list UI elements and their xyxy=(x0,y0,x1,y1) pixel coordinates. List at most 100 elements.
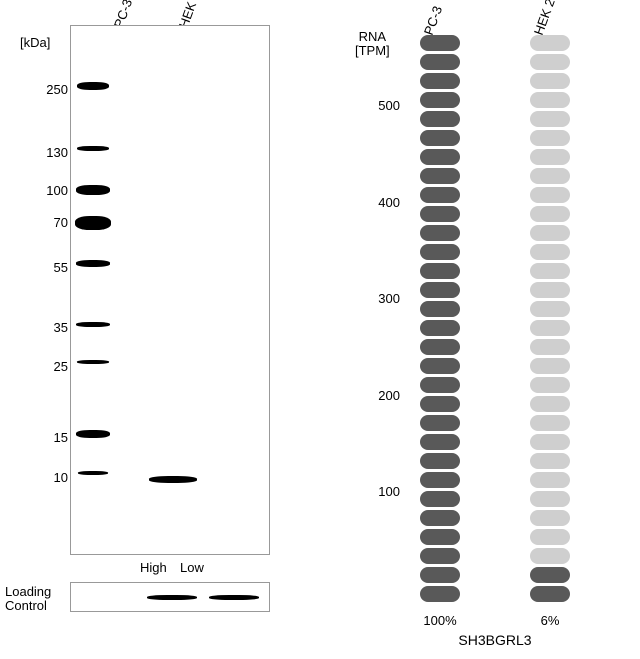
figure-container: [kDa] PC-3 HEK 293 250130100705535251510… xyxy=(0,0,640,659)
rna-segment xyxy=(530,586,570,602)
rna-segment xyxy=(530,567,570,583)
rna-segment xyxy=(530,339,570,355)
mw-marker-25: 25 xyxy=(28,359,68,374)
rna-segment xyxy=(530,491,570,507)
rna-segment xyxy=(420,263,460,279)
ladder-band xyxy=(77,360,109,364)
rna-segment xyxy=(420,396,460,412)
rna-segment xyxy=(420,434,460,450)
rna-segment xyxy=(420,149,460,165)
rna-segment xyxy=(420,377,460,393)
rna-segment xyxy=(530,206,570,222)
rna-segment xyxy=(420,491,460,507)
rna-segment xyxy=(530,548,570,564)
rna-segment xyxy=(420,567,460,583)
blot-membrane xyxy=(70,25,270,555)
rna-segment xyxy=(530,434,570,450)
rna-segment xyxy=(530,301,570,317)
ladder-band xyxy=(76,322,110,327)
rna-segment xyxy=(530,282,570,298)
rna-segment xyxy=(420,453,460,469)
rna-tick-100: 100 xyxy=(360,484,400,499)
rna-segment xyxy=(530,130,570,146)
rna-segment xyxy=(420,73,460,89)
rna-segment xyxy=(530,510,570,526)
rna-segment xyxy=(530,415,570,431)
rna-segment xyxy=(530,358,570,374)
rna-column-hek293 xyxy=(530,35,570,605)
rna-tick-300: 300 xyxy=(360,291,400,306)
mw-marker-15: 15 xyxy=(28,430,68,445)
ladder-band xyxy=(76,185,110,195)
mw-marker-35: 35 xyxy=(28,320,68,335)
rna-segment xyxy=(530,472,570,488)
rna-segment xyxy=(420,130,460,146)
rna-col-label-hek293: HEK 293 xyxy=(531,0,563,37)
rna-segment xyxy=(420,225,460,241)
loading-band xyxy=(147,595,197,600)
rna-segment xyxy=(420,548,460,564)
mw-marker-55: 55 xyxy=(28,260,68,275)
ladder-band xyxy=(77,146,109,151)
rna-segment xyxy=(420,111,460,127)
blot-area xyxy=(70,25,270,555)
ladder-band xyxy=(77,82,109,90)
rna-y-label: RNA[TPM] xyxy=(355,30,390,59)
rna-segment xyxy=(530,244,570,260)
rna-segment xyxy=(530,54,570,70)
ladder-band xyxy=(76,260,110,267)
rna-column-pc3 xyxy=(420,35,460,605)
rna-segment xyxy=(530,225,570,241)
rna-segment xyxy=(420,206,460,222)
rna-segment xyxy=(530,529,570,545)
ladder-band xyxy=(76,430,110,438)
western-blot-panel: [kDa] PC-3 HEK 293 250130100705535251510… xyxy=(0,0,320,659)
mw-marker-250: 250 xyxy=(28,82,68,97)
rna-panel: RNA[TPM] PC-3 HEK 293 500 400 300 200 100 10… xyxy=(320,0,640,659)
rna-segment xyxy=(420,472,460,488)
loading-control-blot xyxy=(70,582,270,612)
loading-control-label: LoadingControl xyxy=(5,585,51,614)
percent-hek293: 6% xyxy=(525,613,575,628)
rna-segment xyxy=(530,73,570,89)
rna-tick-400: 400 xyxy=(360,195,400,210)
rna-segment xyxy=(530,187,570,203)
rna-segment xyxy=(420,282,460,298)
rna-segment xyxy=(530,168,570,184)
low-label: Low xyxy=(180,560,204,575)
ladder-band xyxy=(78,471,108,475)
rna-tick-500: 500 xyxy=(360,98,400,113)
rna-segment xyxy=(530,453,570,469)
mw-marker-70: 70 xyxy=(28,215,68,230)
rna-col-label-pc3: PC-3 xyxy=(421,4,445,37)
sample-band xyxy=(149,476,197,483)
gene-label: SH3BGRL3 xyxy=(435,632,555,648)
rna-segment xyxy=(420,35,460,51)
rna-segment xyxy=(420,320,460,336)
mw-marker-130: 130 xyxy=(28,145,68,160)
mw-marker-10: 10 xyxy=(28,470,68,485)
rna-segment xyxy=(530,377,570,393)
rna-segment xyxy=(530,111,570,127)
high-label: High xyxy=(140,560,167,575)
rna-segment xyxy=(420,510,460,526)
rna-segment xyxy=(530,263,570,279)
rna-segment xyxy=(530,92,570,108)
rna-segment xyxy=(530,149,570,165)
rna-segment xyxy=(420,187,460,203)
rna-segment xyxy=(420,529,460,545)
rna-segment xyxy=(420,244,460,260)
percent-pc3: 100% xyxy=(415,613,465,628)
rna-segment xyxy=(420,54,460,70)
loading-band xyxy=(209,595,259,600)
rna-segment xyxy=(420,168,460,184)
rna-tick-200: 200 xyxy=(360,388,400,403)
rna-segment xyxy=(530,35,570,51)
rna-segment xyxy=(530,396,570,412)
rna-segment xyxy=(420,301,460,317)
rna-segment xyxy=(420,92,460,108)
rna-segment xyxy=(420,415,460,431)
rna-segment xyxy=(420,358,460,374)
rna-segment xyxy=(420,586,460,602)
mw-marker-100: 100 xyxy=(28,183,68,198)
